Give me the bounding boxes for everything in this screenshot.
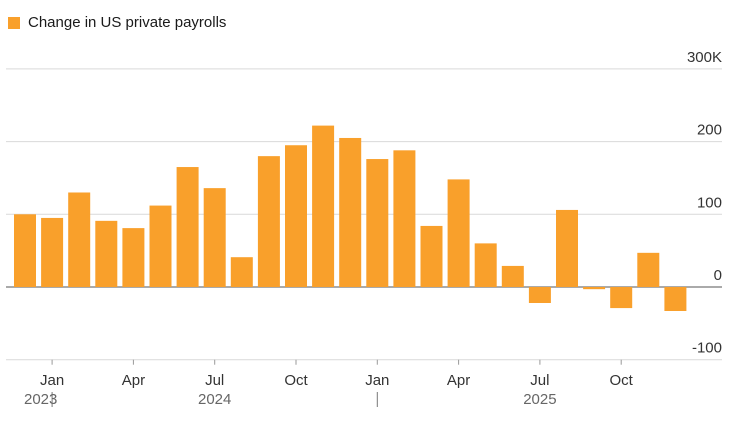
- x-tick-label: Oct: [284, 372, 308, 389]
- bar: [176, 167, 199, 287]
- bar: [474, 243, 497, 287]
- x-tick-label: Apr: [122, 372, 145, 389]
- x-tick-label: Apr: [447, 372, 470, 389]
- bar: [556, 209, 578, 287]
- bar: [339, 137, 362, 287]
- bar: [41, 217, 64, 287]
- bar: [312, 125, 335, 287]
- bar: [14, 214, 36, 287]
- x-tick-label: Jan: [365, 372, 389, 389]
- bar: [122, 228, 145, 287]
- bar: [203, 188, 226, 287]
- legend: Change in US private payrolls: [8, 14, 226, 31]
- bar: [149, 205, 172, 287]
- bar: [528, 287, 551, 303]
- x-tick-label: Jul: [530, 372, 549, 389]
- year-label: 2023: [24, 391, 57, 408]
- y-tick-label: 300K: [687, 49, 722, 66]
- year-label: 2024: [198, 391, 231, 408]
- bar: [420, 225, 443, 287]
- bar: [285, 145, 307, 287]
- x-tick-label: Jul: [205, 372, 224, 389]
- bar: [610, 287, 633, 309]
- y-tick-label: -100: [692, 340, 722, 357]
- bar: [447, 179, 470, 287]
- y-tick-label: 0: [714, 267, 722, 284]
- x-tick-label: Jan: [40, 372, 64, 389]
- bar: [501, 265, 524, 287]
- year-label: 2025: [523, 391, 556, 408]
- x-tick-label: Oct: [610, 372, 634, 389]
- bar: [637, 252, 660, 287]
- bar: [68, 192, 91, 287]
- bar: [95, 220, 118, 287]
- bar: [366, 159, 389, 287]
- legend-swatch: [8, 16, 20, 29]
- y-tick-label: 100: [697, 194, 722, 211]
- bar: [664, 287, 687, 311]
- bar: [230, 257, 253, 287]
- y-tick-label: 200: [697, 122, 722, 139]
- bar: [583, 287, 606, 290]
- bar: [393, 150, 416, 287]
- bar: [257, 156, 280, 287]
- legend-label: Change in US private payrolls: [28, 14, 227, 31]
